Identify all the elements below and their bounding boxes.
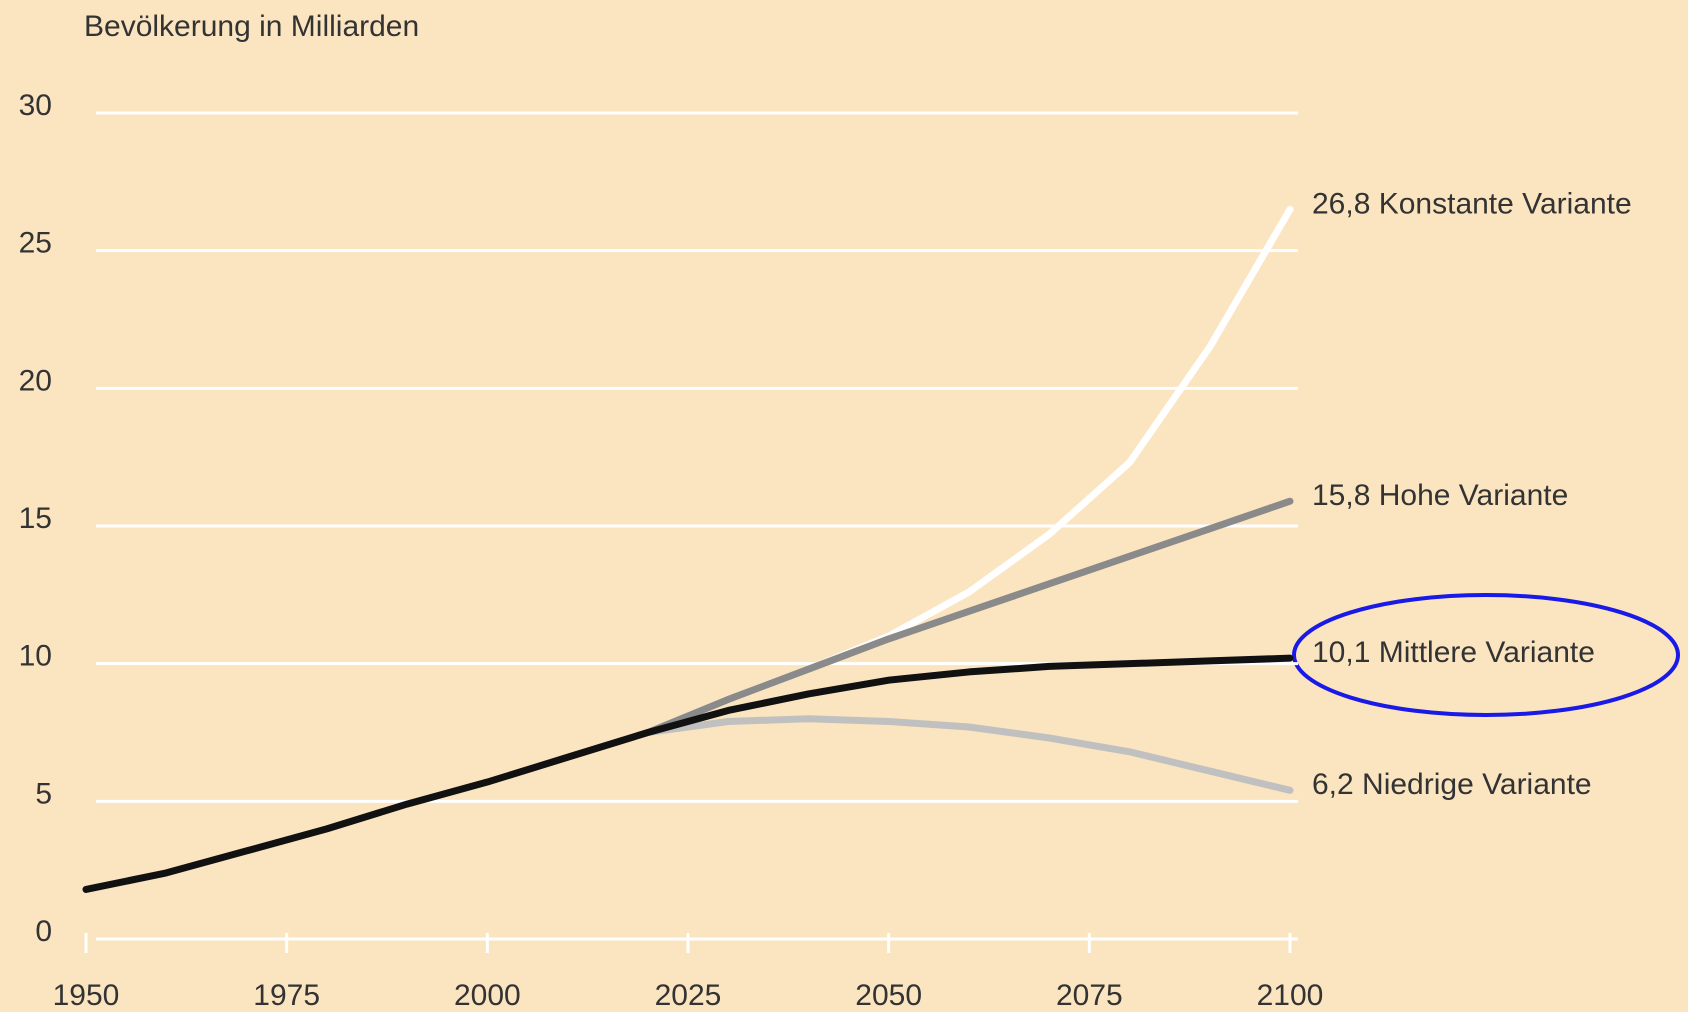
series-line [644, 205, 1294, 736]
series-label: 10,1 Mittlere Variante [1312, 636, 1595, 669]
x-tick-label: 2000 [454, 979, 521, 1012]
series-label: 6,2 Niedrige Variante [1312, 768, 1592, 801]
x-tick-label: 1975 [253, 979, 320, 1012]
series-label: 15,8 Hohe Variante [1312, 479, 1568, 512]
series-line [644, 715, 1294, 794]
y-tick-label: 30 [19, 89, 52, 122]
y-tick-label: 25 [19, 227, 52, 260]
y-tick-label: 5 [35, 777, 52, 810]
y-tick-label: 10 [19, 640, 52, 673]
series-line [644, 497, 1294, 736]
chart-title: Bevölkerung in Milliarden [84, 10, 419, 43]
y-tick-label: 20 [19, 364, 52, 397]
x-tick-label: 2075 [1056, 979, 1123, 1012]
y-tick-label: 15 [19, 502, 52, 535]
y-tick-label: 0 [35, 915, 52, 948]
x-tick-label: 2025 [655, 979, 722, 1012]
x-tick-label: 1950 [53, 979, 120, 1012]
x-tick-label: 2100 [1257, 979, 1324, 1012]
highlight-ellipse [1292, 593, 1680, 717]
x-tick-label: 2050 [855, 979, 922, 1012]
series-label: 26,8 Konstante Variante [1312, 187, 1632, 220]
series-line [82, 654, 1294, 893]
